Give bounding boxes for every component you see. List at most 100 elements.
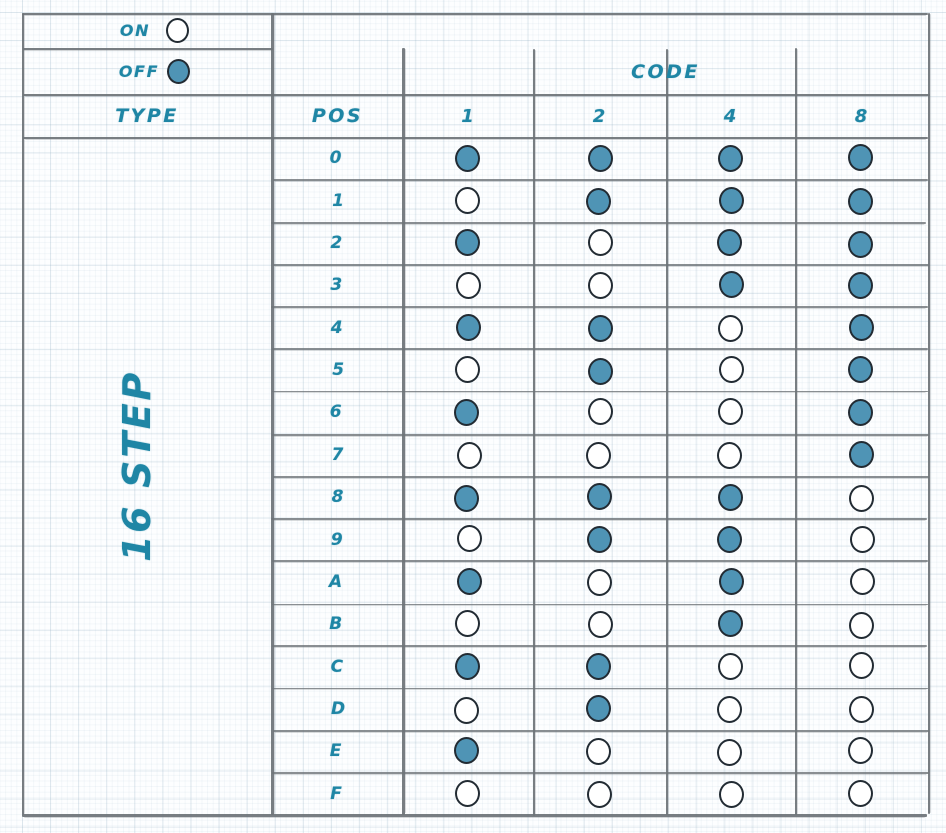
switch-circle-icon-6-4-on[interactable] <box>718 398 744 426</box>
pos-value-5: 5 <box>332 360 346 381</box>
switch-circle-icon-2-1-off[interactable] <box>454 229 480 257</box>
switch-circle-icon-0-8-off[interactable] <box>848 144 874 172</box>
switch-circle-icon-B-8-on[interactable] <box>848 611 874 639</box>
switch-circle-icon-6-8-off[interactable] <box>848 399 874 427</box>
pos-value-B: B <box>329 614 344 635</box>
switch-circle-icon-0-2-off[interactable] <box>587 144 613 172</box>
switch-circle-icon-D-1-on[interactable] <box>454 696 480 724</box>
pos-value-F: F <box>330 783 343 804</box>
table-rule-horizontal <box>271 348 929 350</box>
table-rule-horizontal <box>22 48 274 51</box>
table-rule-vertical <box>533 48 536 816</box>
switch-circle-icon-9-4-off[interactable] <box>717 526 743 554</box>
switch-circle-icon-A-2-on[interactable] <box>586 569 612 597</box>
switch-circle-icon-2-4-off[interactable] <box>716 229 742 257</box>
switch-circle-icon-7-4-on[interactable] <box>716 442 742 470</box>
switch-circle-icon-0-4-off[interactable] <box>717 144 743 172</box>
switch-circle-icon-3-4-off[interactable] <box>719 271 745 299</box>
switch-circle-icon-B-1-on[interactable] <box>454 609 480 637</box>
switch-circle-icon-D-4-on[interactable] <box>716 696 742 724</box>
switch-circle-icon-3-1-on[interactable] <box>455 272 481 300</box>
pos-value-7: 7 <box>331 444 345 465</box>
table-rule-horizontal <box>271 306 928 309</box>
switch-circle-icon-7-1-on[interactable] <box>456 442 482 470</box>
switch-circle-icon-4-1-off[interactable] <box>456 314 482 342</box>
pos-value-0: 0 <box>329 148 343 169</box>
legend-on-label: ON <box>119 21 151 40</box>
switch-circle-icon-8-2-off[interactable] <box>586 483 612 511</box>
switch-circle-icon-4-8-off[interactable] <box>848 314 874 342</box>
table-rule-vertical <box>665 48 669 816</box>
switch-circle-icon-1-2-off[interactable] <box>585 187 611 215</box>
legend-on-circle-icon <box>166 18 189 43</box>
switch-circle-icon-F-1-on[interactable] <box>455 780 480 808</box>
pos-value-4: 4 <box>330 317 344 338</box>
switch-circle-icon-E-8-on[interactable] <box>848 737 874 765</box>
table-rule-vertical <box>928 12 931 814</box>
switch-circle-icon-7-2-on[interactable] <box>586 441 612 469</box>
switch-circle-icon-F-2-on[interactable] <box>587 781 613 809</box>
switch-circle-icon-E-1-off[interactable] <box>454 736 480 764</box>
switch-circle-icon-3-2-on[interactable] <box>588 272 614 300</box>
table-rule-horizontal <box>22 94 930 97</box>
switch-circle-icon-8-1-off[interactable] <box>454 484 480 512</box>
switch-circle-icon-4-2-off[interactable] <box>588 314 614 342</box>
switch-circle-icon-E-2-on[interactable] <box>585 737 611 765</box>
switch-circle-icon-B-4-off[interactable] <box>718 609 744 637</box>
switch-circle-icon-9-2-off[interactable] <box>587 526 613 554</box>
switch-circle-icon-C-1-off[interactable] <box>454 652 480 680</box>
table-rule-horizontal <box>22 136 929 139</box>
switch-circle-icon-0-1-off[interactable] <box>454 145 480 173</box>
switch-circle-icon-9-8-on[interactable] <box>849 526 875 554</box>
pos-value-8: 8 <box>331 487 345 508</box>
switch-circle-icon-A-8-on[interactable] <box>850 568 876 596</box>
switch-circle-icon-D-2-off[interactable] <box>585 694 611 722</box>
legend-off-circle-icon <box>167 59 190 84</box>
table-rule-vertical <box>21 13 25 816</box>
switch-circle-icon-2-2-on[interactable] <box>587 229 613 257</box>
switch-circle-icon-5-4-on[interactable] <box>719 355 745 383</box>
switch-circle-icon-3-8-off[interactable] <box>848 271 874 299</box>
switch-circle-icon-B-2-on[interactable] <box>587 611 613 639</box>
switch-circle-icon-6-1-off[interactable] <box>454 399 480 427</box>
table-rule-horizontal <box>272 390 928 393</box>
table-rule-horizontal <box>272 687 928 690</box>
table-rule-vertical <box>271 12 274 815</box>
table-rule-horizontal <box>22 13 928 16</box>
code-column-header-1: 1 <box>461 105 475 127</box>
switch-circle-icon-E-4-on[interactable] <box>716 739 742 767</box>
switch-circle-icon-4-4-on[interactable] <box>718 315 743 343</box>
switch-circle-icon-A-1-off[interactable] <box>456 568 482 596</box>
switch-circle-icon-F-8-on[interactable] <box>848 779 874 807</box>
table-rule-horizontal <box>272 772 929 775</box>
switch-circle-icon-C-2-off[interactable] <box>586 653 612 681</box>
legend-off-label: OFF <box>118 62 160 81</box>
pos-value-1: 1 <box>332 190 345 211</box>
switch-circle-icon-D-8-on[interactable] <box>848 695 874 723</box>
switch-circle-icon-C-4-on[interactable] <box>718 652 744 680</box>
switch-circle-icon-C-8-on[interactable] <box>849 652 875 680</box>
switch-circle-icon-1-4-off[interactable] <box>718 186 744 214</box>
switch-circle-icon-7-8-off[interactable] <box>848 440 874 468</box>
switch-circle-icon-8-8-on[interactable] <box>849 484 875 512</box>
switch-circle-icon-5-8-off[interactable] <box>848 356 874 384</box>
table-rule-vertical <box>795 47 798 816</box>
switch-circle-icon-5-2-off[interactable] <box>587 357 613 385</box>
table-rule-horizontal <box>272 645 928 648</box>
table-rule-horizontal <box>272 476 930 479</box>
code-column-header-4: 4 <box>723 105 738 127</box>
header-pos: POS <box>311 105 364 127</box>
switch-circle-icon-8-4-off[interactable] <box>718 483 744 511</box>
switch-circle-icon-9-1-on[interactable] <box>456 525 482 553</box>
pos-value-D: D <box>330 699 347 720</box>
switch-circle-icon-5-1-on[interactable] <box>455 356 481 384</box>
switch-circle-icon-1-8-off[interactable] <box>848 187 874 215</box>
switch-circle-icon-6-2-on[interactable] <box>587 398 613 426</box>
switch-circle-icon-1-1-on[interactable] <box>454 187 480 215</box>
switch-circle-icon-2-8-off[interactable] <box>847 230 873 258</box>
table-rule-horizontal <box>272 264 930 267</box>
pos-value-C: C <box>330 656 345 677</box>
switch-circle-icon-F-4-on[interactable] <box>718 780 744 808</box>
switch-circle-icon-A-4-off[interactable] <box>718 567 744 595</box>
